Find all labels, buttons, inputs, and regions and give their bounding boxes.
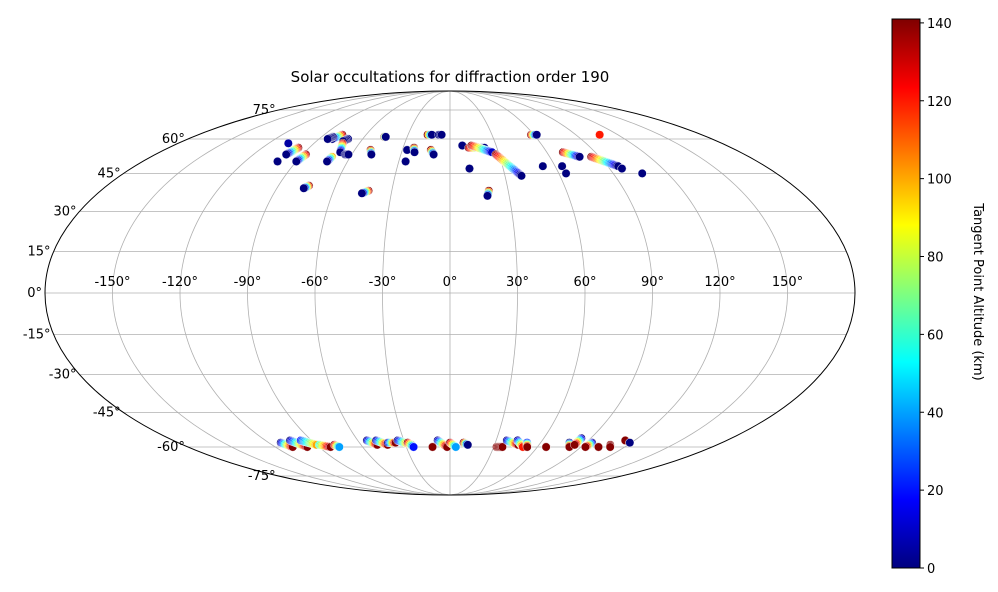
data-point — [617, 164, 627, 173]
data-point — [522, 442, 532, 452]
data-point — [366, 150, 376, 159]
data-point — [463, 440, 473, 450]
colorbar: 0 20 40 60 80 100 120 140 Tangent Point Altitude… — [891, 17, 985, 577]
lon-tick-label: 0° — [443, 275, 458, 290]
colorbar-tick-label: 140 — [927, 17, 952, 32]
data-point — [437, 130, 447, 140]
data-point — [299, 183, 309, 193]
colorbar-gradient — [891, 18, 921, 569]
lon-tick-label: -150° — [94, 275, 130, 290]
data-point — [291, 157, 301, 166]
data-point — [357, 188, 367, 198]
data-point — [557, 161, 567, 171]
colorbar-tick-label: 60 — [927, 328, 944, 343]
colorbar-tick-label: 100 — [927, 173, 952, 188]
colorbar-tick-label: 80 — [927, 251, 944, 266]
lat-tick-label: 45° — [98, 166, 121, 181]
data-point — [273, 157, 282, 166]
lat-tick-label: 30° — [53, 204, 76, 219]
lon-gridline — [179, 90, 451, 496]
lat-tick-label: 15° — [28, 245, 51, 260]
data-point — [498, 442, 507, 452]
lon-tick-label: 150° — [772, 275, 803, 290]
map-boundary — [44, 90, 856, 496]
colorbar-tick-label: 120 — [927, 95, 952, 110]
data-point — [575, 152, 585, 162]
lon-tick-label: 30° — [506, 275, 529, 290]
lon-gridline — [449, 90, 788, 496]
lat-tick-label: -45° — [93, 406, 121, 421]
data-point — [605, 442, 615, 452]
lon-tick-label: -60° — [301, 275, 329, 290]
graticule — [45, 90, 855, 496]
lon-tick-label: 90° — [641, 275, 664, 290]
data-point — [581, 442, 590, 452]
data-point — [429, 150, 439, 159]
lat-tick-label: -60° — [157, 440, 185, 455]
lon-tick-label: 60° — [573, 275, 596, 290]
lon-gridline — [449, 90, 721, 496]
colorbar-tick-label: 0 — [927, 562, 935, 577]
lon-gridline — [112, 90, 451, 496]
data-point — [532, 130, 542, 140]
data-points — [273, 130, 647, 452]
lat-tick-label: 75° — [253, 103, 276, 118]
data-point — [322, 157, 332, 166]
data-point — [428, 442, 437, 452]
lat-tick-label: 60° — [162, 132, 185, 147]
lon-tick-label: -30° — [369, 275, 397, 290]
data-point — [637, 169, 647, 178]
data-point — [541, 442, 551, 452]
lon-tick-label: 120° — [704, 275, 735, 290]
lat-tick-label: 0° — [27, 286, 42, 301]
lat-tick-label: -30° — [49, 368, 77, 383]
data-point — [538, 161, 548, 171]
lat-tick-label: -75° — [248, 469, 276, 484]
data-point — [401, 157, 410, 166]
data-point — [625, 438, 635, 448]
lon-gridline — [314, 90, 451, 496]
lon-tick-label: -120° — [162, 275, 198, 290]
tick-labels: -150° -120° -90° -60° -30° 0° 30° 60° 90° 120° 150… — [23, 103, 803, 484]
data-point — [281, 150, 291, 159]
colorbar-tick-label: 40 — [927, 406, 944, 421]
colorbar-tick-label: 20 — [927, 484, 944, 499]
data-point — [570, 440, 580, 450]
chart-title: Solar occultations for diffraction order… — [291, 68, 610, 86]
data-point — [334, 442, 344, 452]
data-point — [517, 171, 526, 181]
data-point — [483, 191, 492, 201]
data-point — [323, 134, 333, 144]
lon-tick-label: -90° — [234, 275, 262, 290]
colorbar-label: Tangent Point Altitude (km) — [970, 202, 985, 380]
data-point — [465, 164, 474, 173]
data-point — [409, 442, 418, 452]
data-point — [381, 132, 391, 142]
data-point — [451, 442, 461, 452]
lat-tick-label: -15° — [23, 327, 51, 342]
data-point — [595, 130, 605, 140]
data-point — [561, 169, 571, 178]
data-point — [594, 442, 603, 452]
data-point — [410, 147, 419, 157]
data-point — [344, 150, 353, 159]
data-point — [283, 138, 293, 148]
